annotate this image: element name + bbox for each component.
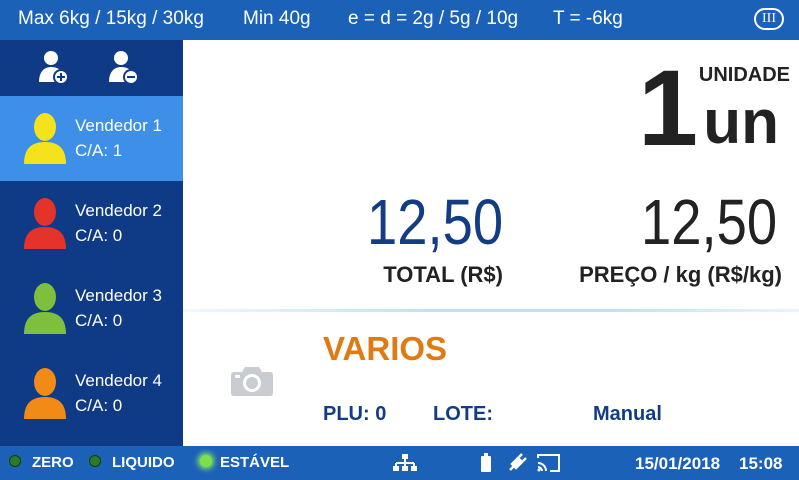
vendor-ca: C/A: 0: [75, 311, 123, 330]
plu-code: PLU: 0: [323, 403, 387, 425]
lote-label: LOTE:: [433, 403, 493, 425]
liquido-label: LIQUIDO: [112, 454, 175, 471]
vendor-avatar-icon: [24, 113, 66, 164]
total-value: 12,50: [366, 186, 503, 258]
quantity-unit: un: [703, 88, 779, 157]
weighing-panel: UNIDADE 1 un 12,50 TOTAL (R$) 12,50 PREÇ…: [183, 40, 799, 446]
tare: T = -6kg: [553, 8, 623, 29]
estavel-label: ESTÁVEL: [220, 454, 290, 471]
estavel-indicator-led: [200, 455, 212, 467]
vendor-avatar-icon: [24, 198, 66, 249]
vendor-actions: [0, 40, 183, 96]
vendor-name: Vendedor 2: [75, 201, 162, 220]
scale-info-bar: Max 6kg / 15kg / 30kg Min 40g e = d = 2g…: [0, 0, 799, 40]
accuracy-class-badge: III: [754, 8, 784, 30]
time-display: 15:08: [739, 454, 783, 473]
vendor-name: Vendedor 4: [75, 371, 162, 390]
liquido-indicator-led: [89, 455, 101, 467]
status-bar: ZERO LIQUIDO ESTÁVEL 15/01/2018 15:08: [0, 446, 799, 480]
product-name: VARIOS: [323, 330, 448, 367]
division: e = d = 2g / 5g / 10g: [348, 8, 519, 29]
vendor-avatar-icon: [24, 283, 66, 334]
camera-icon[interactable]: [230, 365, 274, 397]
price-value: 12,50: [640, 186, 777, 258]
vendor-ca: C/A: 0: [75, 396, 123, 415]
battery-icon: [481, 453, 491, 472]
vendor-name: Vendedor 1: [75, 116, 162, 135]
min-capacity: Min 40g: [243, 8, 311, 29]
vendor-item-2[interactable]: Vendedor 2 C/A: 0: [0, 181, 183, 266]
vendor-item-3[interactable]: Vendedor 3 C/A: 0: [0, 266, 183, 351]
price-label: PREÇO / kg (R$/kg): [579, 262, 782, 287]
remove-user-icon[interactable]: [106, 48, 140, 86]
vendor-name: Vendedor 3: [75, 286, 162, 305]
vendor-ca: C/A: 0: [75, 226, 123, 245]
power-plug-icon: [509, 453, 527, 471]
vendor-ca: C/A: 1: [75, 141, 123, 160]
network-icon: [393, 454, 417, 471]
vendor-avatar-icon: [24, 368, 66, 419]
date-display: 15/01/2018: [635, 454, 721, 473]
vendor-item-1[interactable]: Vendedor 1 C/A: 1: [0, 96, 183, 181]
divider: [183, 309, 799, 312]
max-capacity: Max 6kg / 15kg / 30kg: [18, 8, 204, 29]
zero-indicator-led: [9, 455, 21, 467]
entry-mode: Manual: [593, 403, 662, 425]
add-user-icon[interactable]: [36, 48, 70, 86]
quantity-value: 1: [638, 47, 698, 168]
unit-mode-label: UNIDADE: [698, 64, 790, 86]
vendor-item-4[interactable]: Vendedor 4 C/A: 0: [0, 351, 183, 436]
zero-label: ZERO: [32, 454, 74, 471]
vendor-sidebar: Vendedor 1 C/A: 1 Vendedor 2 C/A: 0 Vend…: [0, 40, 183, 446]
total-label: TOTAL (R$): [383, 262, 503, 287]
cast-icon: [537, 454, 560, 472]
